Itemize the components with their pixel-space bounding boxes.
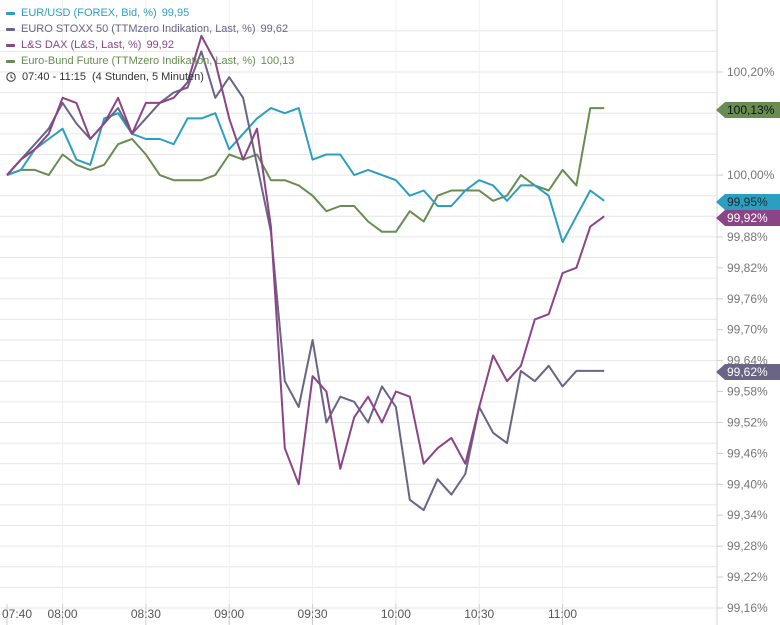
legend-value: 99,92 [146,39,174,51]
tag-shape [716,194,780,210]
horizontal-gridlines [0,30,717,609]
legend-label: Euro-Bund Future (TTMzero Indikation, La… [21,55,256,67]
last-value-label: 99,92% [727,211,768,225]
legend-swatch [6,59,15,63]
clock-icon [6,72,16,82]
y-tick-label: 100,00% [727,168,775,182]
chart-legend: EUR/USD (FOREX, Bid, %) 99,95 EURO STOXX… [6,5,294,85]
tag-shape [716,102,780,118]
series-line [6,107,605,233]
vertical-gridlines [62,0,564,625]
last-value-tag: 99,92% [716,210,780,226]
y-tick-label: 99,40% [727,477,768,491]
last-value-label: 100,13% [727,103,775,117]
y-tick-label: 99,28% [727,539,768,553]
series-lines [6,34,605,512]
last-value-tag: 100,13% [716,102,780,118]
tag-shape [716,210,780,226]
time-range: 07:40 - 11:15 [22,71,87,83]
y-tick-label: 99,16% [727,601,768,615]
legend-value: 99,95 [161,7,190,19]
y-axis-tick-labels: 100,20% 100,00% 99,88% 99,82% 99,76% 99,70% 99… [717,65,775,615]
legend-item-dax[interactable]: L&S DAX (L&S, Last, %) 99,92 [6,37,294,53]
legend-label: L&S DAX (L&S, Last, %) [21,39,142,51]
last-value-labels: 100,13% 99,95% 99,92% 99,62% [716,102,780,380]
legend-item-eurusd[interactable]: EUR/USD (FOREX, Bid, %) 99,95 [6,5,294,21]
y-tick-label: 99,22% [727,570,768,584]
legend-swatch [6,43,15,47]
series-line [6,34,605,486]
y-tick-label: 99,58% [727,385,768,399]
y-tick-label: 99,88% [727,230,768,244]
y-tick-label: 99,70% [727,323,768,337]
legend-label: EURO STOXX 50 (TTMzero Indikation, Last,… [21,23,256,35]
legend-label: EUR/USD (FOREX, Bid, %) [21,7,157,19]
series-line [6,50,605,512]
legend-item-eurostoxx[interactable]: EURO STOXX 50 (TTMzero Indikation, Last,… [6,21,294,37]
x-axis-tick-labels: 07:40 08:00 08:30 09:00 09:30 10:00 10:30 11:00 [2,604,577,625]
x-tick-label: 11:00 [548,607,577,621]
legend-swatch [6,11,15,15]
last-value-tag: 99,95% [716,194,780,210]
tag-shape [716,364,780,380]
y-tick-label: 100,20% [727,65,775,79]
legend-swatch [6,27,15,31]
last-value-label: 99,62% [727,365,768,379]
x-tick-label: 09:30 [298,607,328,621]
x-tick-label: 08:30 [131,607,161,621]
time-duration: (4 Stunden, 5 Minuten) [92,71,204,83]
time-range-row: 07:40 - 11:15 (4 Stunden, 5 Minuten) [6,69,294,85]
y-tick-label: 99,34% [727,508,768,522]
last-value-label: 99,95% [727,195,768,209]
legend-value: 100,13 [260,55,295,67]
x-tick-label: 10:30 [464,607,494,621]
x-tick-label: 08:00 [48,607,78,621]
x-tick-label: 10:00 [381,607,411,621]
y-tick-label: 99,52% [727,415,768,429]
legend-value: 99,62 [260,23,289,35]
y-tick-label: 99,76% [727,292,768,306]
x-tick-label: 09:00 [214,607,244,621]
x-tick-label: 07:40 [2,607,32,621]
legend-item-bund[interactable]: Euro-Bund Future (TTMzero Indikation, La… [6,53,294,69]
y-tick-label: 99,82% [727,261,768,275]
last-value-tag: 99,62% [716,364,780,380]
y-tick-label: 99,46% [727,446,768,460]
